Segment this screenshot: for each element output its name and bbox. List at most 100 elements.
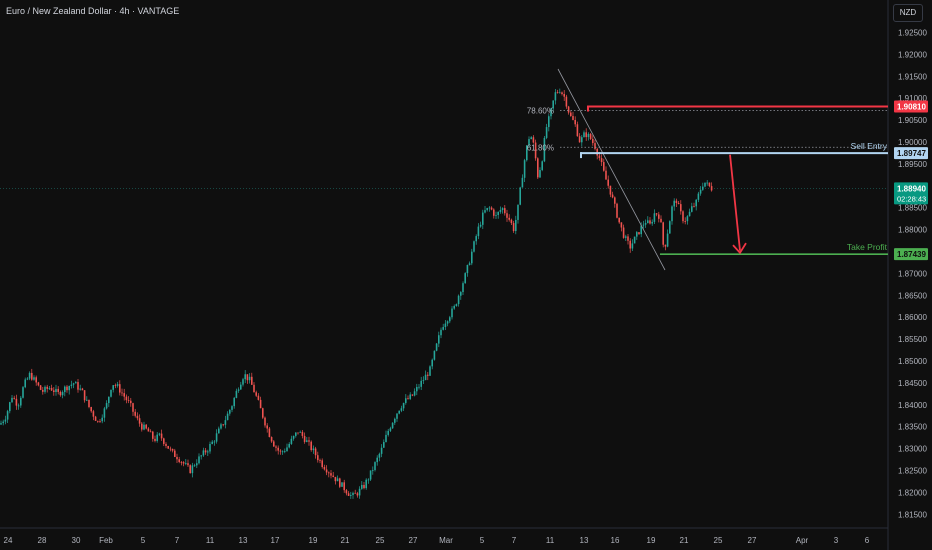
candle-body bbox=[191, 465, 194, 474]
candle-body bbox=[143, 424, 145, 430]
candle-body bbox=[22, 387, 24, 398]
x-tick-label: 7 bbox=[175, 536, 180, 545]
candle-body bbox=[328, 472, 330, 474]
candle-body bbox=[394, 418, 396, 423]
candle-body bbox=[598, 155, 601, 159]
x-tick-label: Feb bbox=[99, 536, 113, 545]
candle-body bbox=[255, 392, 257, 396]
candle-body bbox=[114, 385, 117, 386]
y-tick-label: 1.91500 bbox=[898, 72, 927, 81]
candle-body bbox=[352, 492, 354, 496]
candle-body bbox=[196, 463, 198, 466]
candle-body bbox=[332, 475, 334, 477]
candle-body bbox=[284, 451, 286, 452]
candle-body bbox=[242, 379, 244, 385]
candle-body bbox=[647, 220, 649, 224]
candle-body bbox=[605, 170, 607, 180]
candle-body bbox=[103, 408, 106, 418]
candle-body bbox=[528, 139, 530, 146]
candle-body bbox=[554, 92, 557, 101]
candle-body bbox=[358, 488, 361, 496]
candle-body bbox=[422, 380, 425, 381]
candle-body bbox=[693, 206, 695, 208]
candle-body bbox=[372, 470, 374, 471]
candle-body bbox=[389, 428, 392, 431]
candle-body bbox=[636, 232, 638, 237]
candle-body bbox=[345, 490, 348, 494]
candle-body bbox=[198, 456, 200, 464]
candle-body bbox=[20, 397, 22, 406]
take-profit-price-box bbox=[894, 248, 928, 261]
candle-body bbox=[633, 236, 636, 244]
candle-body bbox=[600, 158, 603, 163]
candle-body bbox=[563, 93, 565, 97]
candle-body bbox=[702, 186, 704, 190]
candle-body bbox=[39, 385, 42, 390]
candle-body bbox=[90, 407, 92, 412]
y-tick-label: 1.87000 bbox=[898, 269, 927, 278]
candle-body bbox=[680, 204, 682, 212]
candle-body bbox=[402, 402, 405, 409]
candle-body bbox=[248, 376, 251, 381]
candle-body bbox=[310, 441, 312, 451]
y-tick-label: 1.84000 bbox=[898, 401, 927, 410]
x-tick-label: 27 bbox=[409, 536, 418, 545]
candle-body bbox=[259, 399, 262, 409]
candle-body bbox=[660, 218, 662, 223]
candle-body bbox=[552, 100, 554, 109]
candle-body bbox=[418, 386, 420, 388]
candle-body bbox=[438, 335, 440, 344]
fib-level-label: 78.60% bbox=[527, 106, 554, 115]
candle-body bbox=[440, 329, 442, 336]
candle-body bbox=[125, 396, 128, 401]
candle-body bbox=[671, 206, 673, 222]
candle-body bbox=[306, 440, 308, 442]
candle-body bbox=[253, 384, 255, 393]
y-tick-label: 1.92000 bbox=[898, 50, 927, 59]
candle-body bbox=[4, 419, 7, 422]
y-tick-label: 1.86000 bbox=[898, 313, 927, 322]
candle-body bbox=[655, 213, 658, 215]
candle-body bbox=[92, 411, 95, 417]
candle-body bbox=[411, 394, 414, 396]
x-tick-label: 21 bbox=[341, 536, 350, 545]
x-tick-label: 19 bbox=[647, 536, 656, 545]
candle-body bbox=[257, 395, 260, 400]
candle-body bbox=[235, 390, 238, 398]
candle-body bbox=[231, 406, 233, 410]
x-tick-label: 11 bbox=[546, 536, 555, 545]
candle-body bbox=[319, 460, 321, 461]
candle-body bbox=[193, 465, 196, 467]
candle-body bbox=[435, 343, 438, 351]
sell-entry-price-label: 1.89747 bbox=[897, 149, 926, 158]
candle-body bbox=[391, 422, 394, 429]
candle-body bbox=[561, 92, 563, 94]
candle-body bbox=[616, 203, 618, 218]
candle-body bbox=[398, 410, 400, 414]
candle-body bbox=[268, 428, 271, 438]
candle-body bbox=[299, 431, 301, 433]
candle-body bbox=[336, 478, 339, 482]
candle-body bbox=[409, 394, 411, 399]
candle-body bbox=[303, 435, 306, 442]
candle-body bbox=[200, 455, 202, 457]
currency-selector[interactable]: NZD bbox=[893, 4, 923, 22]
candle-body bbox=[581, 137, 583, 143]
y-tick-label: 1.83000 bbox=[898, 445, 927, 454]
candle-body bbox=[48, 387, 51, 389]
candle-body bbox=[277, 447, 279, 451]
candle-body bbox=[695, 199, 697, 207]
candle-body bbox=[185, 463, 187, 464]
candle-body bbox=[429, 366, 431, 376]
x-tick-label: 16 bbox=[611, 536, 620, 545]
candle-body bbox=[556, 92, 559, 94]
candle-body bbox=[649, 220, 651, 224]
candle-body bbox=[182, 462, 185, 464]
candle-body bbox=[541, 161, 543, 170]
candle-body bbox=[112, 385, 114, 390]
candle-body bbox=[6, 411, 9, 420]
candle-body bbox=[609, 185, 612, 195]
candle-body bbox=[587, 133, 590, 138]
candle-body bbox=[356, 493, 359, 496]
